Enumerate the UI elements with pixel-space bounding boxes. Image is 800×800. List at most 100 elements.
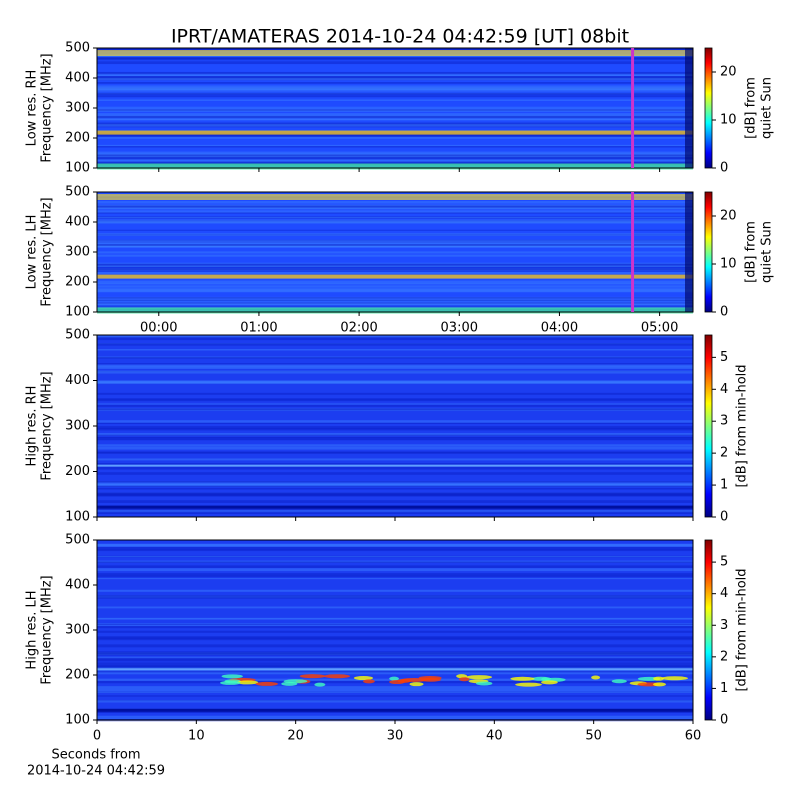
texture-stripe — [97, 161, 693, 164]
texture-stripe — [97, 408, 693, 411]
texture-stripe — [97, 144, 693, 147]
texture-stripe — [97, 575, 693, 578]
texture-burst — [475, 681, 493, 686]
texture-stripe — [97, 549, 693, 552]
texture-stripe — [97, 302, 693, 306]
texture-stripe — [97, 89, 693, 92]
texture-stripe — [97, 135, 693, 137]
y-tick-label: 100 — [65, 713, 90, 728]
texture-band — [97, 464, 693, 467]
y-tick-label: 500 — [65, 185, 90, 200]
texture-band — [97, 163, 693, 170]
texture-stripe — [97, 366, 693, 369]
texture-burst — [299, 674, 326, 679]
texture-stripe — [97, 500, 693, 503]
texture-stripe — [97, 691, 693, 693]
y-axis-label: High res. LH — [25, 590, 40, 669]
texture-stripe — [97, 618, 693, 620]
texture-stripe — [97, 229, 693, 231]
texture-stripe — [97, 686, 693, 689]
texture-stripe — [97, 481, 693, 483]
texture-burst — [220, 680, 241, 685]
x-axis-label: Seconds from — [51, 748, 140, 763]
colorbar-tick-label: 1 — [720, 681, 728, 696]
texture-stripe — [97, 657, 693, 660]
texture-stripe — [97, 688, 693, 692]
texture-stripe — [97, 630, 693, 633]
y-axis-label: Frequency [MHz] — [40, 197, 55, 306]
x-tick-label: 0 — [93, 729, 101, 744]
texture-stripe — [97, 561, 693, 563]
texture-stripe — [97, 146, 693, 148]
colorbar — [704, 191, 713, 313]
colorbar-tick-label: 3 — [720, 414, 728, 429]
texture-stripe — [97, 711, 693, 713]
texture-stripe — [97, 222, 693, 224]
texture-stripe — [97, 263, 693, 265]
texture-stripe — [97, 282, 693, 285]
texture-stripe — [97, 297, 693, 299]
texture-stripe — [97, 484, 693, 487]
texture-band — [97, 50, 693, 56]
colorbar-tick-label: 0 — [720, 305, 728, 320]
texture-stripe — [97, 216, 693, 219]
texture-burst — [661, 676, 689, 681]
texture-burst — [255, 681, 279, 686]
texture-stripe — [97, 606, 693, 609]
x-tick-label: 05:00 — [641, 321, 678, 336]
texture-stripe — [97, 658, 693, 661]
texture-stripe — [97, 715, 693, 718]
texture-stripe — [97, 392, 693, 395]
texture-stripe — [97, 71, 693, 75]
texture-stripe — [97, 154, 693, 157]
texture-band — [685, 192, 693, 312]
texture-stripe — [97, 207, 693, 210]
y-axis-label: Frequency [MHz] — [40, 575, 55, 684]
y-tick-label: 300 — [65, 245, 90, 260]
colorbar-tick-label: 5 — [720, 350, 728, 365]
texture-stripe — [97, 463, 693, 466]
texture-burst — [531, 676, 552, 681]
texture-stripe — [97, 245, 693, 248]
texture-stripe — [97, 210, 693, 214]
texture-burst — [397, 678, 412, 683]
texture-burst — [314, 682, 326, 687]
figure-title: IPRT/AMATERAS 2014-10-24 04:42:59 [UT] 0… — [171, 26, 629, 48]
texture-stripe — [97, 665, 693, 668]
colorbar-tick-label: 1 — [720, 478, 728, 493]
colorbar-tick-label: 2 — [720, 446, 728, 461]
texture-stripe — [97, 399, 693, 402]
texture-stripe — [97, 700, 693, 703]
texture-burst — [323, 674, 351, 679]
texture-stripe — [97, 77, 693, 81]
texture-stripe — [97, 546, 693, 550]
texture-stripe — [97, 492, 693, 496]
texture-stripe — [97, 122, 693, 126]
texture-burst — [515, 682, 542, 687]
texture-stripe — [97, 262, 693, 265]
texture-stripe — [97, 458, 693, 461]
texture-stripe — [97, 404, 693, 407]
colorbar — [704, 47, 713, 169]
y-tick-label: 100 — [65, 305, 90, 320]
texture-stripe — [97, 487, 693, 490]
texture-stripe — [97, 280, 693, 284]
texture-burst — [389, 676, 399, 681]
x-tick-label: 10 — [188, 729, 205, 744]
y-tick-label: 400 — [65, 215, 90, 230]
texture-band — [97, 668, 693, 671]
x-tick-label: 20 — [287, 729, 304, 744]
texture-stripe — [97, 87, 693, 90]
colorbar — [704, 539, 713, 721]
x-tick-label: 60 — [685, 729, 702, 744]
x-tick-label: 50 — [585, 729, 602, 744]
texture-stripe — [97, 99, 693, 102]
texture-burst — [420, 677, 442, 682]
y-axis-label: Frequency [MHz] — [40, 371, 55, 480]
colorbar-tick-label: 3 — [720, 618, 728, 633]
x-tick-label: 00:00 — [140, 321, 177, 336]
texture-stripe — [97, 626, 693, 629]
colorbar-tick-label: 0 — [720, 510, 728, 525]
texture-stripe — [97, 370, 693, 372]
